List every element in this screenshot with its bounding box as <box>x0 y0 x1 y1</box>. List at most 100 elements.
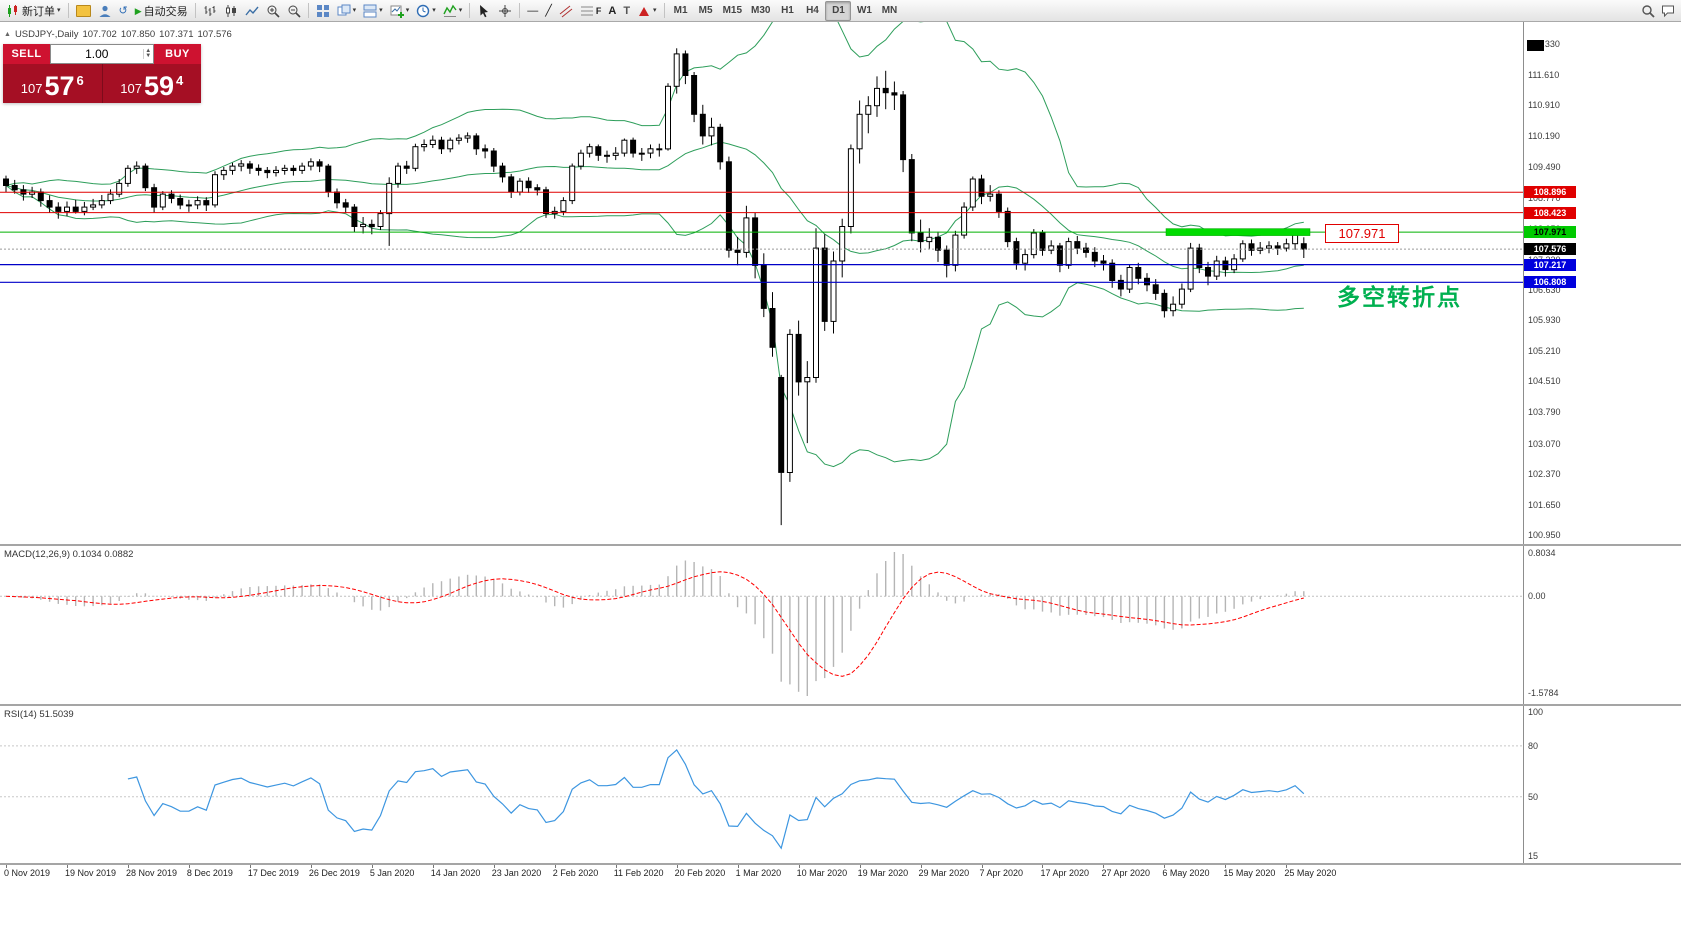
trendline-button[interactable]: ╱ <box>542 2 555 20</box>
timeframe-h4[interactable]: H4 <box>806 5 819 16</box>
candlestick-chart-button[interactable] <box>221 2 241 20</box>
search-button[interactable] <box>1638 2 1658 20</box>
horizontal-line-button[interactable]: — <box>524 2 541 20</box>
crosshair-button[interactable] <box>495 2 515 20</box>
sell-price[interactable]: 107 57 6 <box>3 64 102 103</box>
autotrading-button[interactable]: ▶ 自动交易 <box>132 2 191 20</box>
zoom-in-button[interactable] <box>263 2 283 20</box>
panel-separator[interactable] <box>0 544 1681 546</box>
tile-windows-button[interactable] <box>313 2 333 20</box>
zoom-out-icon <box>288 5 301 18</box>
clock-icon <box>417 4 430 17</box>
text-label-button[interactable]: T <box>620 2 633 20</box>
refresh-button[interactable]: ↺ <box>116 2 131 20</box>
candlestick-series <box>3 48 1307 526</box>
timeframe-w1[interactable]: W1 <box>856 5 872 16</box>
ohlc-close: 107.576 <box>197 29 232 40</box>
price-axis-label: 110.910 <box>1528 100 1560 111</box>
collapse-icon[interactable]: ▲ <box>4 31 11 38</box>
text-icon: A <box>608 4 617 17</box>
search-icon <box>1642 4 1655 18</box>
text-button[interactable]: A <box>605 2 619 20</box>
new-chart-icon <box>390 5 404 18</box>
macd-panel[interactable] <box>0 546 1523 704</box>
ohlc-open: 107.702 <box>82 29 117 40</box>
price-axis-label: 105.930 <box>1528 315 1561 326</box>
date-axis-label: 28 Nov 2019 <box>125 868 177 878</box>
timeframe-m1[interactable]: M1 <box>673 5 688 16</box>
price-badge: 107.217 <box>1524 258 1576 271</box>
fibonacci-button[interactable]: F <box>577 2 605 20</box>
chat-button[interactable] <box>1658 2 1678 20</box>
bar-chart-button[interactable] <box>200 2 220 20</box>
spin-up-icon[interactable]: ▲ <box>145 48 152 54</box>
date-axis-label: 6 May 2020 <box>1162 868 1210 878</box>
date-axis-label: 14 Jan 2020 <box>430 868 481 878</box>
ohlc-high: 107.850 <box>120 29 156 40</box>
symbol-name: USDJPY-,Daily <box>14 29 79 40</box>
date-axis-label: 11 Feb 2020 <box>613 868 664 878</box>
new-chart-button[interactable]: ▾ <box>387 2 413 20</box>
timeframe-m5[interactable]: M5 <box>698 5 713 16</box>
volume-input[interactable] <box>51 46 143 62</box>
user-button[interactable] <box>95 2 115 20</box>
buy-price[interactable]: 107 59 4 <box>101 64 201 103</box>
buy-button[interactable]: BUY <box>154 44 201 64</box>
date-axis-label: 10 Mar 2020 <box>796 868 848 878</box>
timeframe-group: M1 M5 M15 M30 H1 H4 D1 W1 MN <box>669 0 902 21</box>
order-candles-icon <box>8 4 17 17</box>
line-chart-button[interactable] <box>242 2 262 20</box>
timeframe-m15[interactable]: M15 <box>722 5 743 16</box>
indicators-button[interactable]: ▾ <box>440 2 466 20</box>
macd-axis-label: 0.00 <box>1528 591 1546 602</box>
cascade-windows-button[interactable]: ▾ <box>360 2 386 20</box>
timeframe-m30[interactable]: M30 <box>751 5 771 16</box>
highlight-zone[interactable] <box>1165 228 1311 236</box>
arrow-shape-icon <box>639 6 650 16</box>
panel-separator[interactable] <box>0 704 1681 706</box>
price-badge: 107.971 <box>1524 226 1576 239</box>
main-chart[interactable] <box>0 22 1523 544</box>
spin-down-icon[interactable]: ▼ <box>145 53 152 59</box>
level-price-label[interactable]: 107.971 <box>1325 224 1399 243</box>
rsi-axis-label: 15 <box>1528 851 1539 861</box>
price-axis-label: 103.070 <box>1528 438 1561 449</box>
buy-price-small: 107 <box>120 81 142 96</box>
rsi-axis-label: 100 <box>1528 707 1544 717</box>
profiles-button[interactable]: ▾ <box>413 2 439 20</box>
timeframe-mn[interactable]: MN <box>881 5 898 16</box>
macd-label: MACD(12,26,9) 0.1034 0.0882 <box>4 549 134 560</box>
caret-down-icon: ▾ <box>352 6 357 14</box>
folder-button[interactable] <box>73 2 94 20</box>
rsi-axis-label: 80 <box>1528 740 1539 751</box>
macd-axis-label: 0.8034 <box>1528 548 1556 558</box>
volume-box: ▲ ▼ <box>50 44 154 64</box>
price-axis-label: 100.950 <box>1528 530 1561 540</box>
sell-button[interactable]: SELL <box>3 44 50 64</box>
arrange-windows-button[interactable]: ▾ <box>334 2 360 20</box>
price-axis-label: 108.050 <box>1528 223 1561 234</box>
price-axis-label: 111.610 <box>1528 70 1560 81</box>
rsi-panel[interactable] <box>0 706 1523 863</box>
cursor-button[interactable] <box>474 2 494 20</box>
new-order-label: 新订单 <box>22 5 55 18</box>
price-axis-label: 103.790 <box>1528 407 1561 418</box>
timeframe-h1[interactable]: H1 <box>781 5 794 16</box>
price-axis-label: 105.210 <box>1528 346 1561 357</box>
date-axis-label: 19 Nov 2019 <box>64 868 117 878</box>
macd-axis-label: -1.5784 <box>1528 688 1559 698</box>
macd-signal-line <box>5 571 1304 677</box>
separator <box>519 3 521 18</box>
folder-icon <box>75 4 91 17</box>
rsi-label: RSI(14) 51.5039 <box>4 709 74 720</box>
arrows-button[interactable]: ▾ <box>634 2 660 20</box>
line-chart-icon <box>245 6 259 15</box>
caret-down-icon: ▾ <box>458 6 463 14</box>
channel-button[interactable] <box>556 2 576 20</box>
panel-separator[interactable] <box>0 863 1681 865</box>
new-order-button[interactable]: 新订单 ▾ <box>3 2 64 20</box>
timeframe-d1[interactable]: D1 <box>825 0 852 21</box>
zoom-out-button[interactable] <box>284 2 304 20</box>
cn-annotation[interactable]: 多空转折点 <box>1337 284 1462 310</box>
